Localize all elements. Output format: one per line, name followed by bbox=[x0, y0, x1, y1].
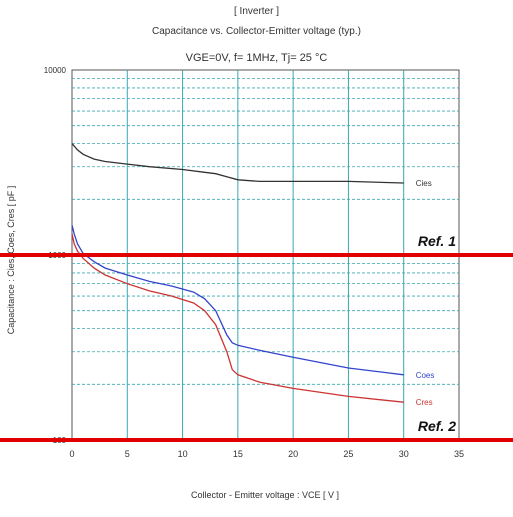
x-tick-label: 25 bbox=[343, 449, 353, 459]
y-tick-label: 10000 bbox=[44, 66, 67, 75]
x-tick-label: 0 bbox=[69, 449, 74, 459]
series-label-coes: Coes bbox=[416, 371, 435, 380]
x-tick-label: 15 bbox=[233, 449, 243, 459]
series-label-cres: Cres bbox=[416, 398, 433, 407]
reference-label-2: Ref. 2 bbox=[418, 418, 456, 434]
x-tick-label: 35 bbox=[454, 449, 464, 459]
x-tick-label: 20 bbox=[288, 449, 298, 459]
x-tick-label: 10 bbox=[178, 449, 188, 459]
series-line-cres bbox=[71, 233, 404, 403]
chart-title: Capacitance vs. Collector-Emitter voltag… bbox=[152, 26, 361, 37]
x-tick-label: 30 bbox=[399, 449, 409, 459]
reference-lines: Ref. 1 Ref. 2 bbox=[0, 233, 513, 442]
series-line-cies bbox=[71, 143, 404, 184]
x-tick-label: 5 bbox=[125, 449, 130, 459]
series-labels: Cies Coes Cres bbox=[416, 179, 435, 407]
reference-label-1: Ref. 1 bbox=[418, 233, 456, 249]
x-axis-label: Collector - Emitter voltage : VCE [ V ] bbox=[191, 490, 339, 500]
y-axis-label: Capacitance : Cies, Coes, Cres [ pF ] bbox=[6, 186, 16, 335]
chart-header-inverter: [ Inverter ] bbox=[233, 6, 279, 17]
series-label-cies: Cies bbox=[416, 179, 432, 188]
chart-conditions: VGE=0V, f= 1MHz, Tj= 25 °C bbox=[185, 52, 328, 64]
